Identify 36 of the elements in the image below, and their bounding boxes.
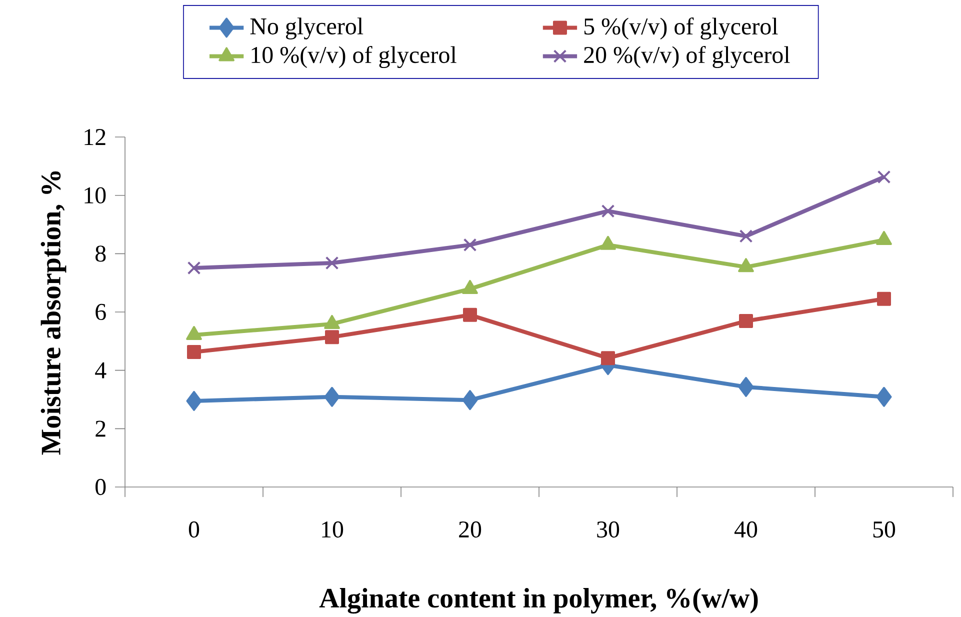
y-axis-title: Moisture absorption, % [40, 171, 66, 455]
y-tick-label: 12 [84, 129, 106, 145]
point [324, 386, 340, 407]
legend-label: 5 %(v/v) of glycerol [584, 17, 778, 40]
x-axis-title: Alginate content in polymer, %(w/w) [319, 588, 758, 614]
legend-label: No glycerol [250, 18, 364, 40]
y-tick-label: 2 [96, 420, 106, 437]
point [187, 261, 201, 275]
point [462, 390, 478, 410]
x-tick-label: 50 [873, 521, 896, 538]
point [601, 351, 615, 366]
point [738, 376, 754, 397]
y-tick-label: 10 [84, 187, 106, 204]
point [739, 230, 753, 243]
point [463, 238, 477, 252]
point [325, 256, 339, 270]
point [876, 386, 892, 407]
y-tick-label: 4 [95, 362, 106, 378]
legend-label: 20 %(v/v) of glycerol [584, 46, 790, 68]
y-tick-label: 6 [96, 304, 106, 320]
point [739, 314, 753, 328]
y-tick-label: 0 [96, 478, 106, 496]
point [463, 308, 477, 322]
x-tick-label: 20 [459, 521, 482, 538]
x-tick-label: 30 [597, 521, 620, 538]
y-tick-label: 8 [96, 246, 106, 262]
x-tick-label: 10 [322, 521, 344, 538]
point [601, 204, 615, 218]
point [876, 292, 891, 306]
point [187, 344, 202, 359]
point [877, 170, 891, 184]
x-tick-label: 0 [188, 521, 200, 538]
x-tick-label: 40 [734, 521, 758, 538]
point [186, 390, 202, 411]
point [325, 330, 340, 344]
legend-label: 10 %(v/v) of glycerol [252, 46, 456, 68]
